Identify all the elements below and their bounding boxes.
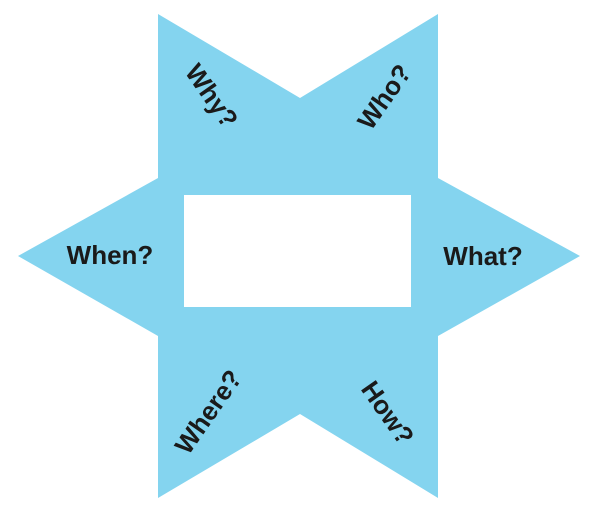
- label-what: What?: [443, 241, 522, 271]
- label-when: When?: [67, 240, 154, 270]
- center-blank-box: [184, 195, 411, 307]
